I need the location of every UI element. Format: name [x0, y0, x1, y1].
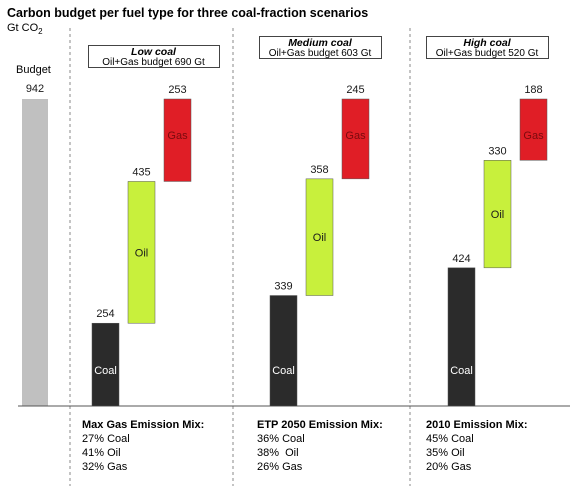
gas-value-label-2: 245 — [346, 84, 364, 96]
coal-segment-label-2: Coal — [272, 365, 295, 377]
coal-value-label-2: 339 — [274, 281, 292, 293]
gas-segment-label-1: Gas — [167, 130, 188, 142]
oil-bar-1 — [127, 181, 156, 324]
oil-bar-2 — [305, 178, 334, 296]
mix-line-1-1: 27% Coal — [82, 433, 130, 445]
mix-line-2-2: 38% Oil — [257, 447, 299, 459]
scenario-header-box-3 — [426, 36, 549, 59]
mix-line-1-2: 41% Oil — [82, 447, 121, 459]
mix-line-3-3: 20% Gas — [426, 461, 472, 473]
gas-bar-2 — [341, 98, 370, 180]
oil-segment-label-3: Oil — [491, 209, 504, 221]
coal-bar-2 — [269, 295, 298, 407]
scenario-subtitle-2: Oil+Gas budget 603 Gt — [269, 48, 372, 59]
mix-line-3-2: 35% Oil — [426, 447, 465, 459]
gas-bar-1 — [163, 98, 192, 182]
y-unit-main: Gt CO — [7, 22, 39, 34]
oil-bar-3 — [483, 160, 512, 269]
gas-value-label-3: 188 — [524, 84, 542, 96]
budget-bar — [22, 99, 48, 406]
y-unit-label: Gt CO2 — [7, 22, 43, 36]
budget-label: Budget — [16, 64, 51, 76]
coal-bar-1 — [91, 322, 120, 407]
scenario-header-box-2 — [259, 36, 382, 59]
scenario-title-1: Low coal — [131, 46, 177, 58]
oil-value-label-3: 330 — [488, 145, 506, 157]
scenario-header-box-1 — [88, 45, 220, 68]
coal-segment-label-3: Coal — [450, 365, 473, 377]
gas-segment-label-3: Gas — [523, 130, 544, 142]
gas-bar-3 — [519, 98, 548, 161]
mix-title-2: ETP 2050 Emission Mix: — [257, 419, 383, 431]
scenario-title-2: Medium coal — [288, 37, 353, 49]
budget-value-label: 942 — [26, 83, 44, 95]
coal-segment-label-1: Coal — [94, 365, 117, 377]
scenario-subtitle-3: Oil+Gas budget 520 Gt — [436, 48, 539, 59]
coal-value-label-3: 424 — [452, 253, 470, 265]
mix-line-1-3: 32% Gas — [82, 461, 128, 473]
chart-title: Carbon budget per fuel type for three co… — [7, 6, 368, 20]
mix-line-2-1: 36% Coal — [257, 433, 305, 445]
oil-value-label-1: 435 — [132, 166, 150, 178]
mix-title-3: 2010 Emission Mix: — [426, 419, 528, 431]
gas-segment-label-2: Gas — [345, 130, 366, 142]
mix-title-1: Max Gas Emission Mix: — [82, 419, 204, 431]
scenario-subtitle-1: Oil+Gas budget 690 Gt — [102, 57, 205, 68]
y-unit-subscript: 2 — [38, 27, 43, 36]
oil-value-label-2: 358 — [310, 164, 328, 176]
mix-line-3-1: 45% Coal — [426, 433, 474, 445]
scenario-title-3: High coal — [463, 37, 511, 49]
coal-bar-3 — [447, 267, 476, 407]
mix-line-2-3: 26% Gas — [257, 461, 303, 473]
oil-segment-label-1: Oil — [135, 247, 148, 259]
gas-value-label-1: 253 — [168, 84, 186, 96]
oil-segment-label-2: Oil — [313, 232, 326, 244]
coal-value-label-1: 254 — [96, 308, 114, 320]
